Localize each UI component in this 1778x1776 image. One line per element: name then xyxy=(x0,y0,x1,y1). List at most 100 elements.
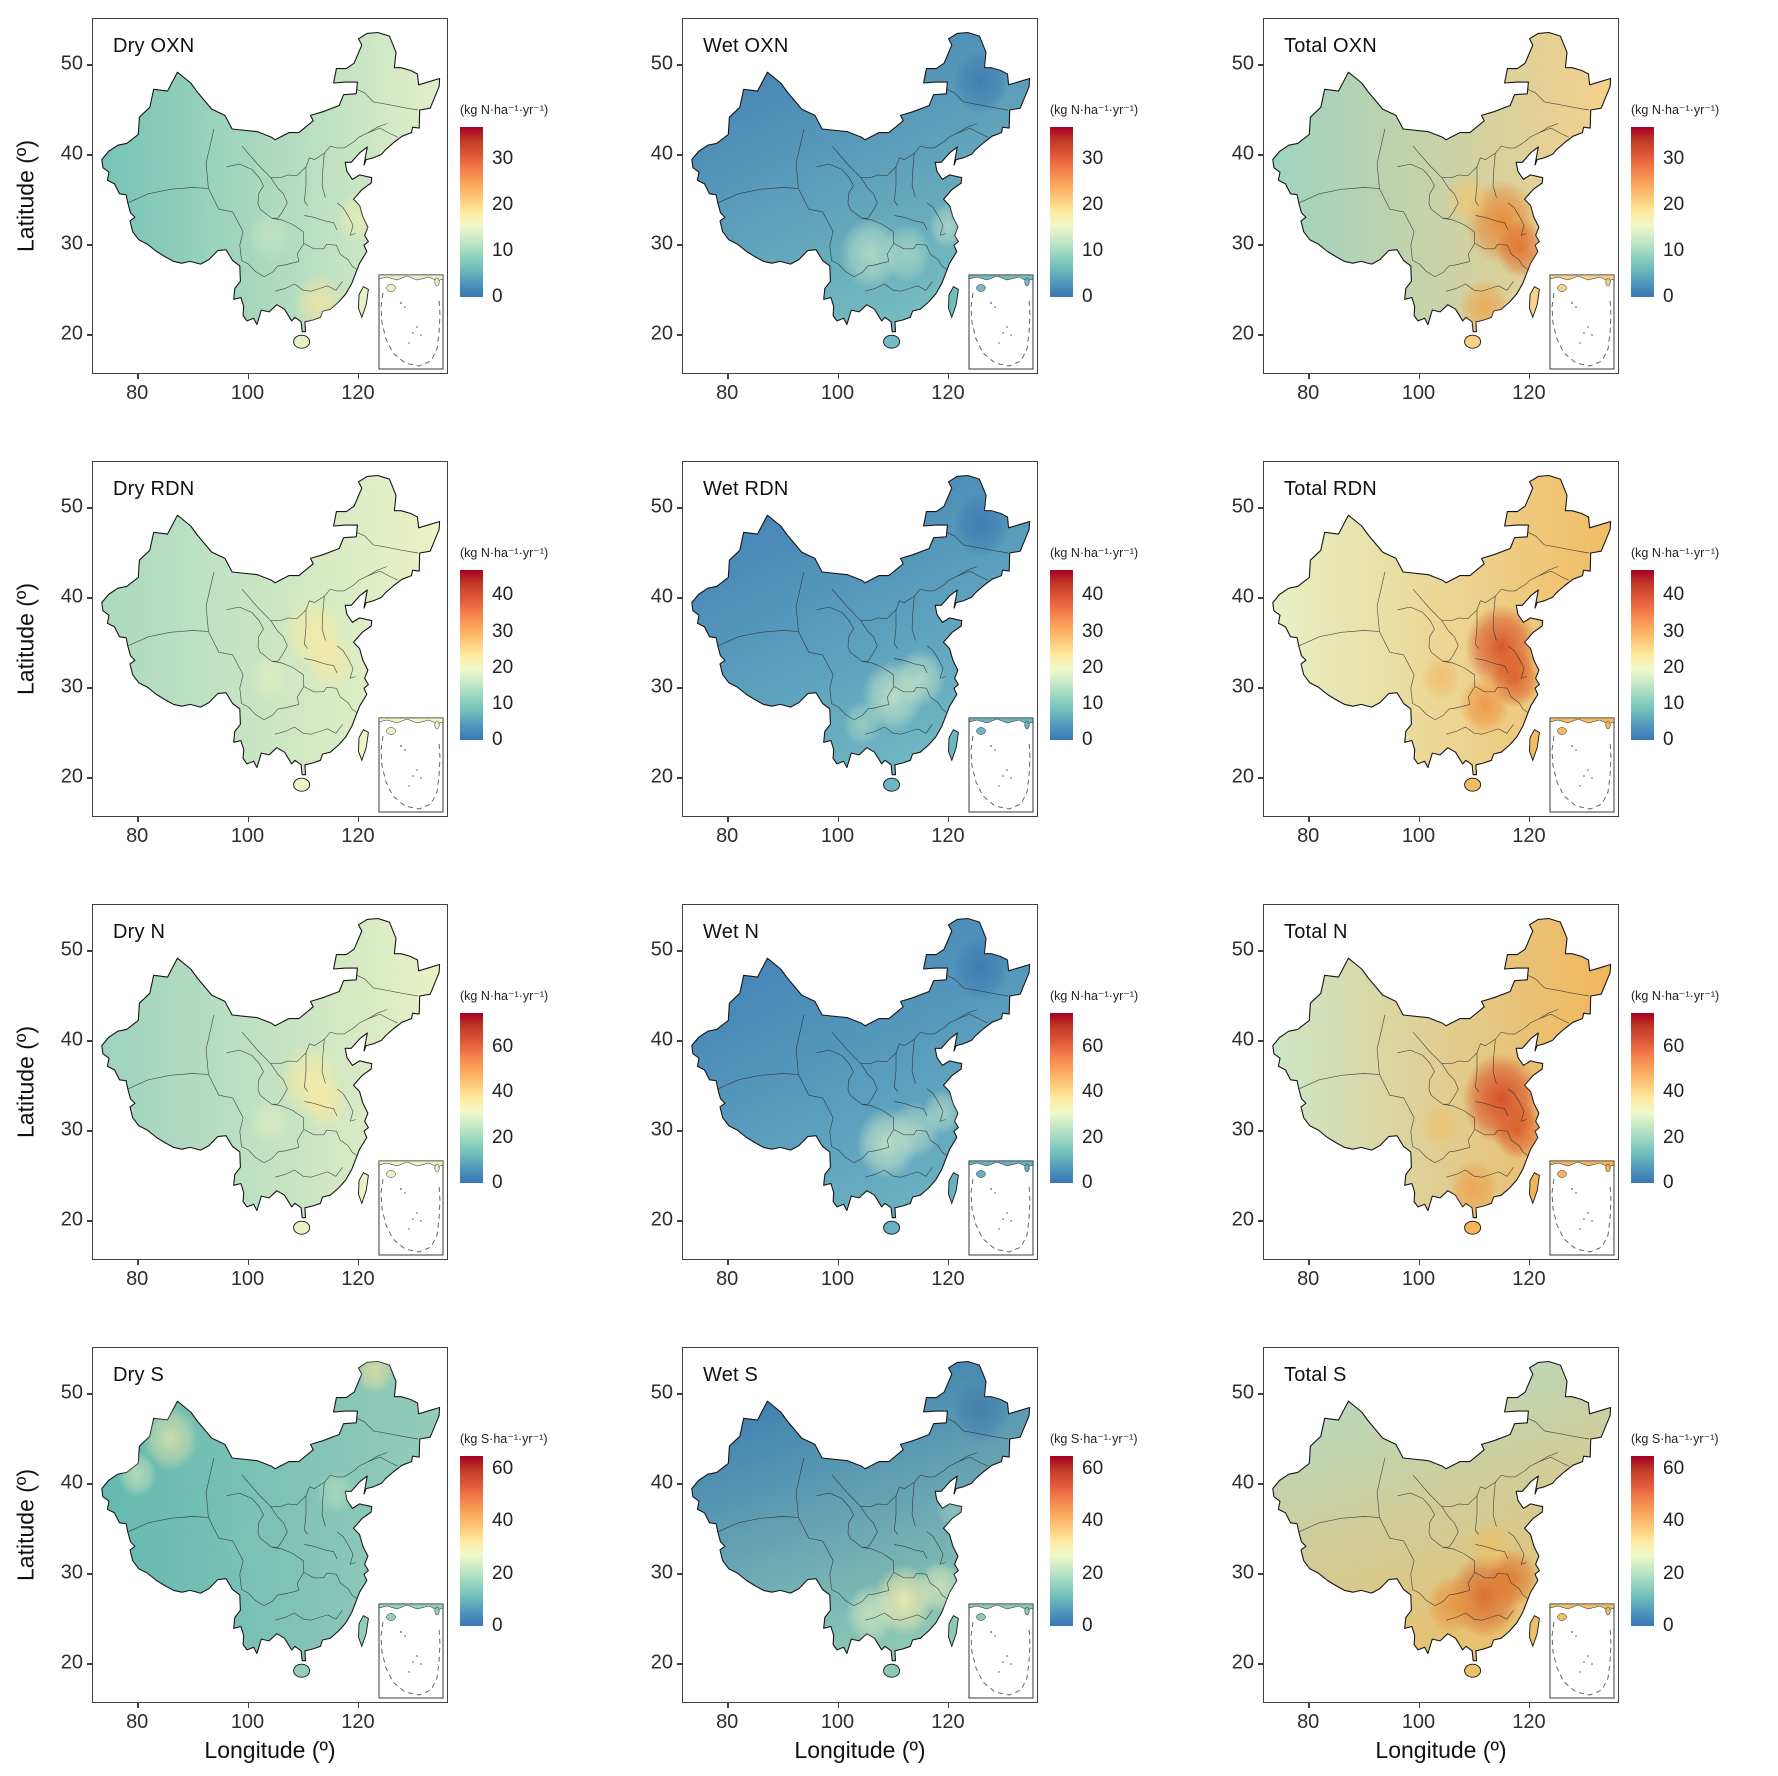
y-tick-mark xyxy=(677,1220,683,1222)
colorbar-gradient xyxy=(1050,1013,1073,1183)
x-tick-label: 120 xyxy=(341,825,375,847)
y-tick-label: 40 xyxy=(650,1471,673,1494)
south-china-sea-inset xyxy=(968,717,1034,813)
y-tick-mark xyxy=(1258,334,1264,336)
colorbar-tick-label: 20 xyxy=(1082,656,1104,678)
x-tick-mark xyxy=(137,816,139,822)
taiwan-island xyxy=(1529,729,1540,762)
panel-title: Dry OXN xyxy=(113,35,195,57)
colorbar-tick-label: 0 xyxy=(492,286,503,307)
colorbar-gradient xyxy=(1631,127,1654,297)
hainan-island xyxy=(883,1663,901,1678)
panel-wet-rdn: Wet RDN 50 40 30 20 80 100 120 (kg N·ha⁻… xyxy=(616,447,1197,890)
hainan-island xyxy=(1464,334,1482,349)
colorbar-tick-label: 0 xyxy=(492,729,503,750)
hainan-island xyxy=(883,1220,901,1235)
y-tick-label: 50 xyxy=(60,1381,83,1404)
panel-title: Total S xyxy=(1284,1364,1347,1386)
colorbar-tick-label: 30 xyxy=(492,620,514,642)
y-tick-mark xyxy=(677,1130,683,1132)
colorbar-tick-label: 20 xyxy=(1082,194,1104,216)
colorbar-unit: (kg N·ha⁻¹·yr⁻¹) xyxy=(1631,546,1720,560)
x-tick-mark xyxy=(947,1702,950,1708)
panel-title: Total N xyxy=(1284,921,1348,943)
panel-dry-rdn: Latitude (º) Dry RDN 50 40 30 20 80 100 … xyxy=(0,447,616,890)
colorbar-tick-label: 30 xyxy=(1082,148,1104,170)
y-tick-label: 30 xyxy=(1231,1118,1254,1141)
y-tick-mark xyxy=(87,1663,93,1665)
y-tick-mark xyxy=(1258,950,1264,952)
panel-wet-n: Wet N 50 40 30 20 80 100 120 (kg N·ha⁻¹·… xyxy=(616,890,1197,1333)
china-map xyxy=(691,917,1034,1256)
colorbar-legend: (kg S·ha⁻¹·yr⁻¹) 0 20 40 60 xyxy=(1631,1431,1771,1636)
hainan-island xyxy=(293,777,311,792)
x-tick-mark xyxy=(1308,373,1310,379)
x-tick-label: 80 xyxy=(1297,1268,1320,1290)
colorbar-tick-label: 40 xyxy=(1663,584,1685,606)
taiwan-island xyxy=(948,286,959,319)
colorbar-tick-label: 30 xyxy=(492,148,514,170)
colorbar-gradient xyxy=(1631,1013,1654,1183)
y-tick-mark xyxy=(677,64,683,66)
y-tick-mark xyxy=(1258,507,1264,509)
panel-dry-n: Latitude (º) Dry N 50 40 30 20 80 100 12… xyxy=(0,890,616,1333)
x-tick-mark xyxy=(837,1702,839,1708)
colorbar-legend: (kg S·ha⁻¹·yr⁻¹) 0 20 40 60 xyxy=(460,1431,600,1636)
y-tick-label: 20 xyxy=(60,322,83,345)
hainan-island xyxy=(1464,777,1482,792)
colorbar-tick-label: 20 xyxy=(492,1126,514,1148)
taiwan-island xyxy=(948,1615,959,1648)
colorbar-gradient xyxy=(460,1456,483,1626)
x-tick-label: 120 xyxy=(1512,1268,1546,1290)
colorbar-legend: (kg N·ha⁻¹·yr⁻¹) 0 10 20 30 xyxy=(460,102,600,307)
taiwan-island xyxy=(948,729,959,762)
china-map xyxy=(101,474,444,813)
colorbar-tick-label: 10 xyxy=(1663,240,1685,262)
y-tick-label: 50 xyxy=(650,495,673,518)
hainan-island xyxy=(293,1663,311,1678)
colorbar-tick-label: 40 xyxy=(1082,1081,1104,1103)
y-tick-mark xyxy=(87,1130,93,1132)
colorbar-gradient xyxy=(460,127,483,297)
y-tick-label: 20 xyxy=(650,1208,673,1231)
colorbar-tick-label: 40 xyxy=(492,584,514,606)
taiwan-island xyxy=(358,286,369,319)
x-tick-label: 120 xyxy=(341,1268,375,1290)
colorbar-tick-label: 0 xyxy=(1663,286,1674,307)
y-tick-mark xyxy=(1258,1393,1264,1395)
x-tick-mark xyxy=(247,373,249,379)
colorbar-tick-label: 60 xyxy=(1082,1036,1104,1057)
y-tick-mark xyxy=(1258,1220,1264,1222)
y-tick-mark xyxy=(87,687,93,689)
x-tick-label: 120 xyxy=(1512,825,1546,847)
y-tick-label: 30 xyxy=(1231,675,1254,698)
x-tick-mark xyxy=(1528,1259,1531,1265)
x-tick-label: 100 xyxy=(820,382,855,404)
colorbar-tick-label: 0 xyxy=(1663,729,1674,750)
x-tick-label: 100 xyxy=(1401,382,1436,404)
x-tick-mark xyxy=(1418,373,1420,379)
y-tick-mark xyxy=(677,1393,683,1395)
y-tick-mark xyxy=(1258,244,1264,246)
y-tick-mark xyxy=(1258,154,1264,156)
colorbar-unit: (kg N·ha⁻¹·yr⁻¹) xyxy=(460,103,549,117)
china-map xyxy=(1272,917,1615,1256)
y-tick-label: 50 xyxy=(60,938,83,961)
x-tick-label: 120 xyxy=(341,382,375,404)
y-tick-label: 30 xyxy=(1231,1561,1254,1584)
x-tick-label: 120 xyxy=(931,1711,965,1733)
map-plot: Total OXN 50 40 30 20 80 100 120 xyxy=(1232,18,1619,404)
x-tick-mark xyxy=(247,816,249,822)
x-tick-mark xyxy=(247,1259,249,1265)
x-tick-mark xyxy=(727,1259,729,1265)
china-map xyxy=(691,1360,1034,1699)
x-tick-mark xyxy=(1528,373,1531,379)
map-plot: Wet OXN 50 40 30 20 80 100 120 xyxy=(651,18,1038,404)
y-tick-mark xyxy=(87,777,93,779)
colorbar-tick-label: 40 xyxy=(492,1081,514,1103)
panel-total-s: Total S 50 40 30 20 80 100 120 (kg S·ha⁻… xyxy=(1197,1333,1778,1776)
y-tick-mark xyxy=(677,1663,683,1665)
map-plot: Total N 50 40 30 20 80 100 120 xyxy=(1232,904,1619,1290)
x-tick-label: 100 xyxy=(1401,825,1436,847)
